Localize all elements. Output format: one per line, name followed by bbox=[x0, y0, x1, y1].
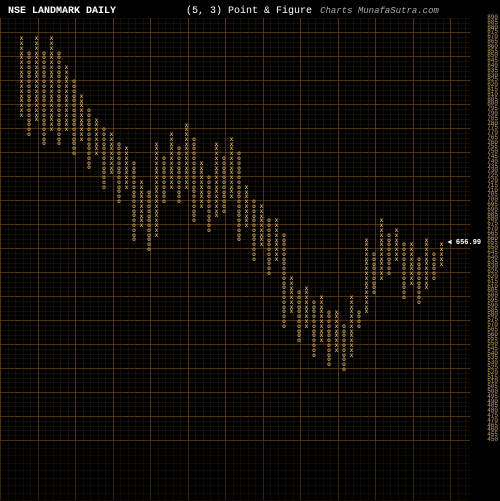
pf-column: XXXXXXXXXX bbox=[198, 162, 205, 210]
pf-column: XXXXXXXXXXXXXXXX bbox=[363, 239, 370, 316]
pf-column: OOOOOOOOOO bbox=[341, 325, 348, 373]
pf-column: OOOOOOOOO bbox=[371, 253, 378, 296]
pf-column: OOOOOOOOOO bbox=[416, 258, 423, 306]
pf-column: XXXXXXXXXXXXXX bbox=[63, 66, 70, 133]
pf-column: XXXXXXXXXXX bbox=[423, 239, 430, 292]
pf-column: XXXXXXXXXX bbox=[318, 296, 325, 344]
pf-column: OOOOOOOOOOOOO bbox=[116, 143, 123, 205]
pf-column: OOOOOOOOOOOO bbox=[176, 147, 183, 204]
pf-column: XXXXXXXX bbox=[93, 119, 100, 157]
pf-column: OOOOOOOOOO bbox=[161, 157, 168, 205]
pf-column: XXXXXXXXX bbox=[123, 147, 130, 190]
current-price-marker: 656.99 bbox=[448, 239, 482, 247]
pf-column: XXXXXXXX bbox=[288, 277, 295, 315]
pf-column: XXXXXXXXX bbox=[258, 205, 265, 248]
y-axis: 4504554604654704754804854904955005055105… bbox=[472, 18, 500, 440]
pf-column: OOOOOOOOOOOOOOOO bbox=[71, 80, 78, 157]
pf-column: OOOOOOOOOOOO bbox=[311, 301, 318, 358]
pf-column: OOOOOOOOOOOOO bbox=[251, 200, 258, 262]
chart-plot-area: XXXXXXXXXXXXXXXXXOOOOOOOOOOOOOOOOOOXXXXX… bbox=[0, 18, 470, 440]
pf-column: XXXXXXXXXXXXXX bbox=[183, 124, 190, 191]
pf-column: OOOOOOOOOOOOO bbox=[86, 109, 93, 171]
source-label: Charts MunafaSutra.com bbox=[320, 6, 439, 16]
pf-column: XXXXXXXXXXXXXXXXXXXX bbox=[48, 37, 55, 133]
pf-column: XXXXXXXXX bbox=[243, 186, 250, 229]
pf-column: OOOOOOOOOOO bbox=[296, 291, 303, 344]
pf-column: XXXXXXXXXXXXXXXXX bbox=[18, 37, 25, 118]
pf-column: OOOOOOOOOOOO bbox=[266, 219, 273, 276]
pf-column: OOOOOOOOOOOOOOOOOO bbox=[191, 138, 198, 224]
pf-column: OOOOOOOOOOOOOOOOO bbox=[131, 162, 138, 243]
chart-header: NSE LANDMARK DAILY (5, 3) Point & Figure… bbox=[8, 4, 492, 18]
pf-column: XXXXXXXXXXXX bbox=[168, 133, 175, 190]
pf-column: XXXXXXXXXX bbox=[78, 95, 85, 143]
pf-column: XXXXXXXXX bbox=[108, 133, 115, 176]
pf-column: XXXXXXXXXXXXX bbox=[348, 296, 355, 358]
pf-column: OOOOOOOOOOOOOOOOOOOO bbox=[41, 52, 48, 148]
pf-column: XXXXXXXXXX bbox=[138, 181, 145, 229]
pf-column: XXXXXXXXX bbox=[303, 287, 310, 330]
pf-column: XXXXX bbox=[438, 243, 445, 267]
lower-panel bbox=[0, 440, 470, 500]
pf-column: XXXXXXXXXXXXX bbox=[378, 219, 385, 281]
pf-column: OOOOOOOOOOOOO bbox=[101, 128, 108, 190]
pf-column: OOOOOOOOOOOO bbox=[221, 157, 228, 214]
pf-column: XXXXXXXXXXXXXXXXXX bbox=[33, 37, 40, 123]
pf-column: OOOOOO bbox=[431, 253, 438, 282]
pf-column: OOOOOOOOOOOOOOOOOOOO bbox=[281, 234, 288, 330]
pf-column: XXXXXXXXX bbox=[333, 311, 340, 354]
pf-column: OOOOOOOOOOOOOOOOOO bbox=[26, 52, 33, 138]
pf-column: XXXXXXXXX bbox=[273, 219, 280, 262]
pf-column: OOOOOOOOOOOO bbox=[206, 176, 213, 233]
pf-column: OOOO bbox=[356, 311, 363, 330]
pf-column: XXXXXXXXXXXXXXXXXXXX bbox=[153, 143, 160, 239]
pf-column: OOOOOOOOOOOO bbox=[326, 311, 333, 368]
chart-type-label: (5, 3) Point & Figure bbox=[186, 6, 312, 17]
pf-column: OOOOOOOOOOOOOOOOOOOO bbox=[56, 52, 63, 148]
pf-column: XXXXXXXXXXXXX bbox=[228, 138, 235, 200]
pf-column: OOOOOOOOOOOOO bbox=[146, 191, 153, 253]
ticker-title: NSE LANDMARK DAILY bbox=[8, 6, 116, 17]
pf-column: OOOOOOOOO bbox=[386, 234, 393, 277]
pf-column: OOOOOOOOOOOOOOOOOOO bbox=[236, 152, 243, 243]
pf-column: XXXXXXXXXXXXXXXX bbox=[213, 143, 220, 220]
pf-column: OOOOOOOOOOOO bbox=[401, 243, 408, 300]
pf-column: XXXXXXX bbox=[393, 229, 400, 262]
pf-column: XXXXXXXXX bbox=[408, 243, 415, 286]
